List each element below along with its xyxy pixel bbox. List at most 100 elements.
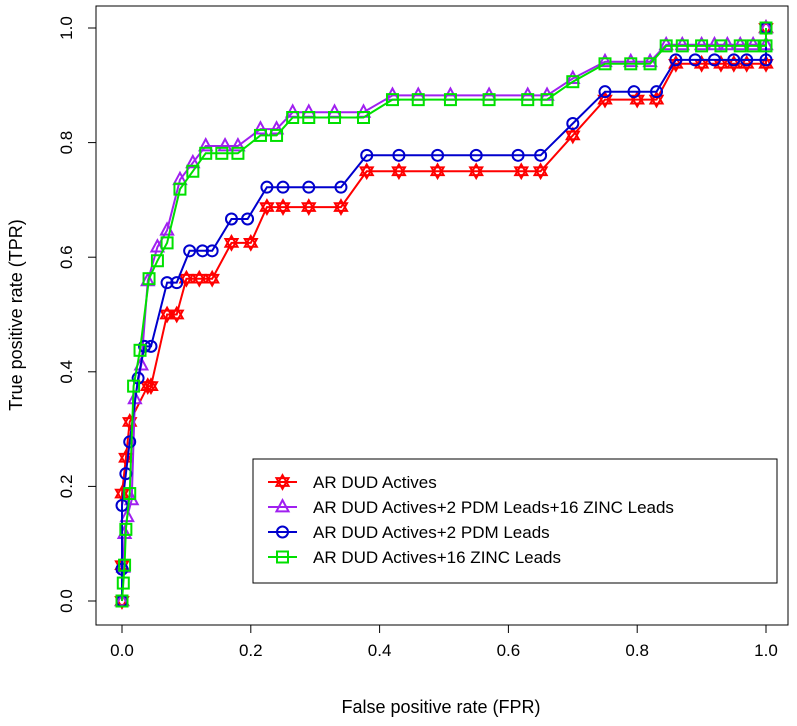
series-3-point [759, 39, 773, 53]
series-3-point [746, 39, 760, 53]
y-tick-label: 1.0 [57, 16, 76, 40]
series-0-point-up [693, 54, 710, 69]
series-3-point [119, 522, 133, 536]
series-3-point [624, 57, 638, 71]
legend: AR DUD Actives AR DUD Actives+2 PDM Leads… [252, 458, 778, 584]
y-tick-label: 0.2 [57, 475, 76, 499]
y-axis-title: True positive rate (TPR) [6, 219, 26, 410]
series-2-point [707, 53, 721, 67]
series-3-point [659, 39, 673, 53]
series-2 [115, 21, 773, 608]
y-axis: 0.0 0.2 0.4 0.6 0.8 1.0 [57, 16, 97, 613]
x-axis-title: False positive rate (FPR) [341, 697, 540, 717]
series-0-point-up [713, 54, 729, 69]
series-0-point-down [391, 166, 407, 181]
series-3 [115, 21, 773, 608]
series-2-point [598, 85, 612, 99]
series-2-point [334, 180, 348, 194]
series-0-point-up [159, 305, 175, 320]
series-0-point-up [300, 198, 317, 212]
series-2-point [260, 180, 274, 194]
series-3-point [270, 128, 284, 142]
series-2-point [241, 212, 255, 226]
series-0-point-up [726, 54, 742, 69]
series-2-point [205, 244, 219, 258]
x-tick-label: 0.2 [239, 641, 263, 660]
series-0-point [513, 162, 530, 181]
series-2-point [360, 148, 374, 162]
series-3-point [540, 93, 554, 107]
series-1-point [565, 69, 581, 84]
series-3-point [118, 558, 132, 572]
series-3-point [675, 39, 689, 53]
series-0-point [648, 90, 665, 109]
series-2-point [115, 562, 129, 576]
series-0-point-up [668, 54, 684, 69]
series-0-point-down [118, 452, 134, 467]
series-0-point-down [333, 202, 349, 216]
series-2-point [392, 148, 406, 162]
series-3-point [160, 236, 174, 250]
series-3-point [643, 57, 657, 71]
series-2-point [688, 53, 702, 67]
series-1-point [623, 52, 639, 68]
series-0-point [159, 305, 175, 324]
series-2-point [511, 148, 525, 162]
series-0-point [429, 162, 446, 181]
series-0-point-up [243, 233, 259, 248]
series-2-point [727, 53, 741, 67]
x-axis: 0.0 0.2 0.4 0.6 0.8 1.0 [110, 624, 778, 660]
series-0-point [358, 162, 375, 181]
series-1-point [732, 35, 748, 51]
series-0-point-up [259, 198, 275, 212]
series-0-point-up [391, 162, 407, 177]
series-0-line [121, 28, 767, 601]
series-1-point [658, 35, 674, 51]
series-0-point [565, 126, 581, 145]
series-3-point [598, 57, 612, 71]
series-1-point [114, 592, 130, 607]
series-3-point [150, 254, 164, 268]
series-0-point-down [300, 202, 317, 216]
x-tick-label: 0.0 [110, 641, 134, 660]
series-1-point [217, 136, 233, 152]
series-0-point-up [275, 198, 291, 212]
x-tick-label: 0.8 [625, 641, 649, 660]
series-2-point [170, 276, 184, 290]
series-3-point [357, 111, 370, 125]
legend-swatch-marker-down [274, 477, 291, 491]
series-0-point-down [597, 94, 613, 109]
series-3-point [521, 93, 535, 107]
series-1-point [149, 238, 166, 253]
series-3-point [714, 39, 728, 53]
series-0-point [223, 233, 240, 252]
series-0-point [243, 233, 259, 252]
series-0-point [178, 269, 195, 288]
x-tick-label: 0.4 [368, 641, 392, 660]
series-3-point [286, 111, 300, 125]
series-0-point-down [159, 309, 175, 324]
series-0-point-down [565, 130, 581, 145]
series-0-point [168, 305, 185, 324]
series-3-point [411, 93, 425, 107]
series-2-point [669, 53, 683, 67]
legend-swatch-marker [274, 498, 291, 513]
series-0-point-up [513, 162, 530, 177]
series-0-point-up [178, 269, 195, 284]
series-1-point [252, 120, 269, 135]
series-0-point-up [648, 90, 665, 105]
series-3-point [733, 39, 747, 53]
series-0-point-down [191, 273, 208, 288]
series-0-point-up [223, 233, 240, 248]
series-3-point [142, 272, 156, 286]
legend-label: AR DUD Actives+2 PDM Leads [313, 523, 550, 542]
series-0-point-down [259, 202, 275, 216]
x-tick-label: 1.0 [754, 641, 778, 660]
series-0-point [204, 269, 220, 288]
series-0-point-down [468, 166, 484, 181]
series-0-point-down [513, 166, 530, 181]
series-3-point [482, 93, 496, 107]
legend-label: AR DUD Actives+16 ZINC Leads [313, 548, 561, 567]
series-0-point-up [358, 162, 375, 177]
series-3-point [695, 39, 709, 53]
